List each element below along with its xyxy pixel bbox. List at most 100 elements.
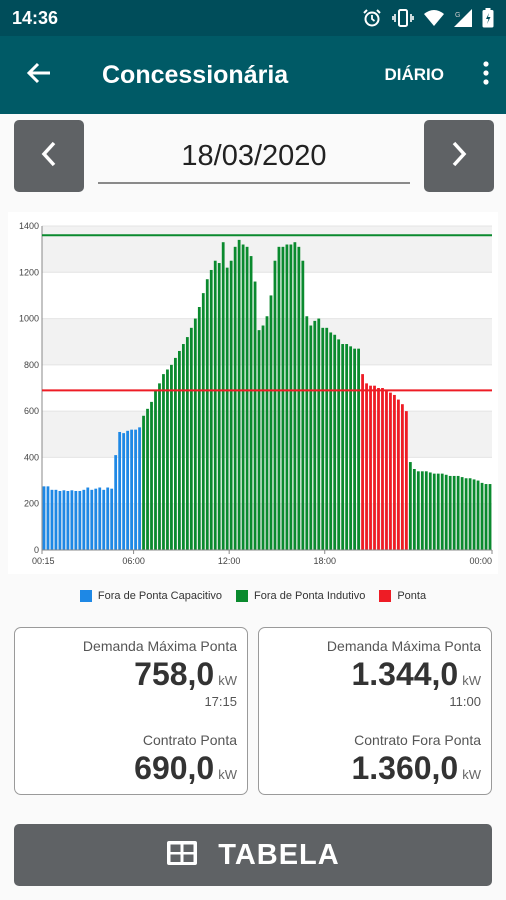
legend-item-indutivo: Fora de Ponta Indutivo <box>236 590 365 602</box>
chart-bar <box>408 462 412 550</box>
legend-item-capacitivo: Fora de Ponta Capacitivo <box>79 590 223 602</box>
chart-bar <box>217 263 221 550</box>
chart-bar <box>456 475 460 550</box>
contract-label: Contrato Ponta <box>142 732 237 748</box>
y-tick-label: 1000 <box>19 314 39 324</box>
chart-bar <box>301 260 305 550</box>
chart-bar <box>102 489 106 550</box>
legend-label: Ponta <box>397 590 427 602</box>
x-tick-label: 12:00 <box>218 556 241 566</box>
legend-label: Fora de Ponta Capacitivo <box>97 590 223 602</box>
chart-bar <box>341 344 345 550</box>
chart-bar <box>381 388 384 550</box>
chart-bar <box>309 325 313 550</box>
contract-value: 690,0 kW <box>134 750 237 787</box>
next-day-button[interactable] <box>424 120 494 192</box>
chart-bar <box>209 269 213 550</box>
y-tick-label: 1200 <box>19 267 39 277</box>
chart-bar <box>428 472 432 550</box>
chart-bar <box>50 489 54 550</box>
chart-bar <box>289 244 293 550</box>
chart-bar <box>273 260 277 550</box>
back-button[interactable] <box>0 36 78 114</box>
chart-bar <box>416 471 420 550</box>
chart-bar <box>142 415 145 550</box>
chart-bar <box>468 478 472 550</box>
chart-bar <box>369 385 372 550</box>
chart-bar <box>404 411 408 550</box>
chart-bar <box>134 429 137 550</box>
demand-value: 758,0 kW <box>134 656 237 693</box>
chart-bar <box>122 433 126 550</box>
date-navigator: 18/03/2020 <box>0 118 506 196</box>
overflow-menu-button[interactable] <box>466 36 506 114</box>
chart-bar <box>166 369 169 550</box>
chart-bar <box>484 484 488 550</box>
chart-bar <box>253 281 257 550</box>
chart-bar <box>221 242 225 550</box>
table-button[interactable]: TABELA <box>14 824 492 886</box>
grid-band <box>42 226 492 273</box>
chart-bar <box>197 307 201 550</box>
chart-bar <box>70 490 74 550</box>
chart-bar <box>476 480 480 550</box>
chart-bar <box>436 473 440 550</box>
chart-bar <box>185 337 189 550</box>
demand-time: 11:00 <box>449 694 481 709</box>
previous-day-button[interactable] <box>14 120 84 192</box>
chart-bar <box>452 475 456 550</box>
chart-bar <box>90 489 94 550</box>
contract-number: 690,0 <box>134 750 215 786</box>
chart-bar <box>150 401 153 550</box>
chart-bar <box>444 474 448 550</box>
chart-bar <box>397 399 400 550</box>
y-tick-label: 200 <box>24 499 39 509</box>
page-title: Concessionária <box>102 60 289 89</box>
chart-bar <box>241 244 245 550</box>
chart-bar <box>94 488 98 550</box>
chart-bar <box>357 348 360 550</box>
chart-bar <box>82 489 86 550</box>
y-tick-label: 400 <box>24 452 39 462</box>
x-tick-label: 18:00 <box>313 556 336 566</box>
chart-bar <box>265 316 269 550</box>
chart-bar <box>237 239 241 550</box>
chart-bar <box>130 429 133 550</box>
chart-bar <box>440 473 444 550</box>
chart-bar <box>158 383 161 550</box>
chart-bar <box>154 390 157 550</box>
chart-bar <box>177 350 181 550</box>
arrow-back-icon <box>26 60 52 91</box>
chart-bar <box>106 487 110 550</box>
chart-bar <box>46 486 50 550</box>
chart-bar <box>78 490 82 550</box>
chart-bar <box>261 325 265 550</box>
demand-chart: 0 200 400 600 800 1000 1200 1400 00:15 06:00 12:00… <box>8 212 498 574</box>
ponta-summary-card: Demanda Máxima Ponta 758,0 kW 17:15 Cont… <box>14 627 248 795</box>
chart-legend: Fora de Ponta Capacitivo Fora de Ponta I… <box>0 586 506 606</box>
chart-bar <box>345 344 349 550</box>
chart-bar <box>174 357 177 550</box>
chart-bar <box>373 385 376 550</box>
chart-bar <box>353 348 357 550</box>
chart-bar <box>138 427 141 550</box>
contract-unit: kW <box>462 767 481 782</box>
chart-bar <box>126 430 130 550</box>
chart-bar <box>201 293 205 550</box>
chart-bar <box>472 479 476 550</box>
chart-bar <box>66 490 70 550</box>
chart-bar <box>401 404 404 550</box>
chart-bar <box>233 246 237 551</box>
chart-bar <box>460 477 464 550</box>
chart-bar <box>317 318 321 550</box>
chart-bar <box>329 332 333 550</box>
period-selector-button[interactable]: DIÁRIO <box>384 65 445 84</box>
battery-icon <box>482 8 494 28</box>
chart-bar <box>361 374 364 550</box>
chart-bar <box>257 330 261 550</box>
chart-bar <box>170 364 173 550</box>
date-field[interactable]: 18/03/2020 <box>98 134 410 184</box>
chart-bar <box>146 408 149 550</box>
demand-label: Demanda Máxima Ponta <box>82 638 237 654</box>
chart-bar <box>193 318 197 550</box>
